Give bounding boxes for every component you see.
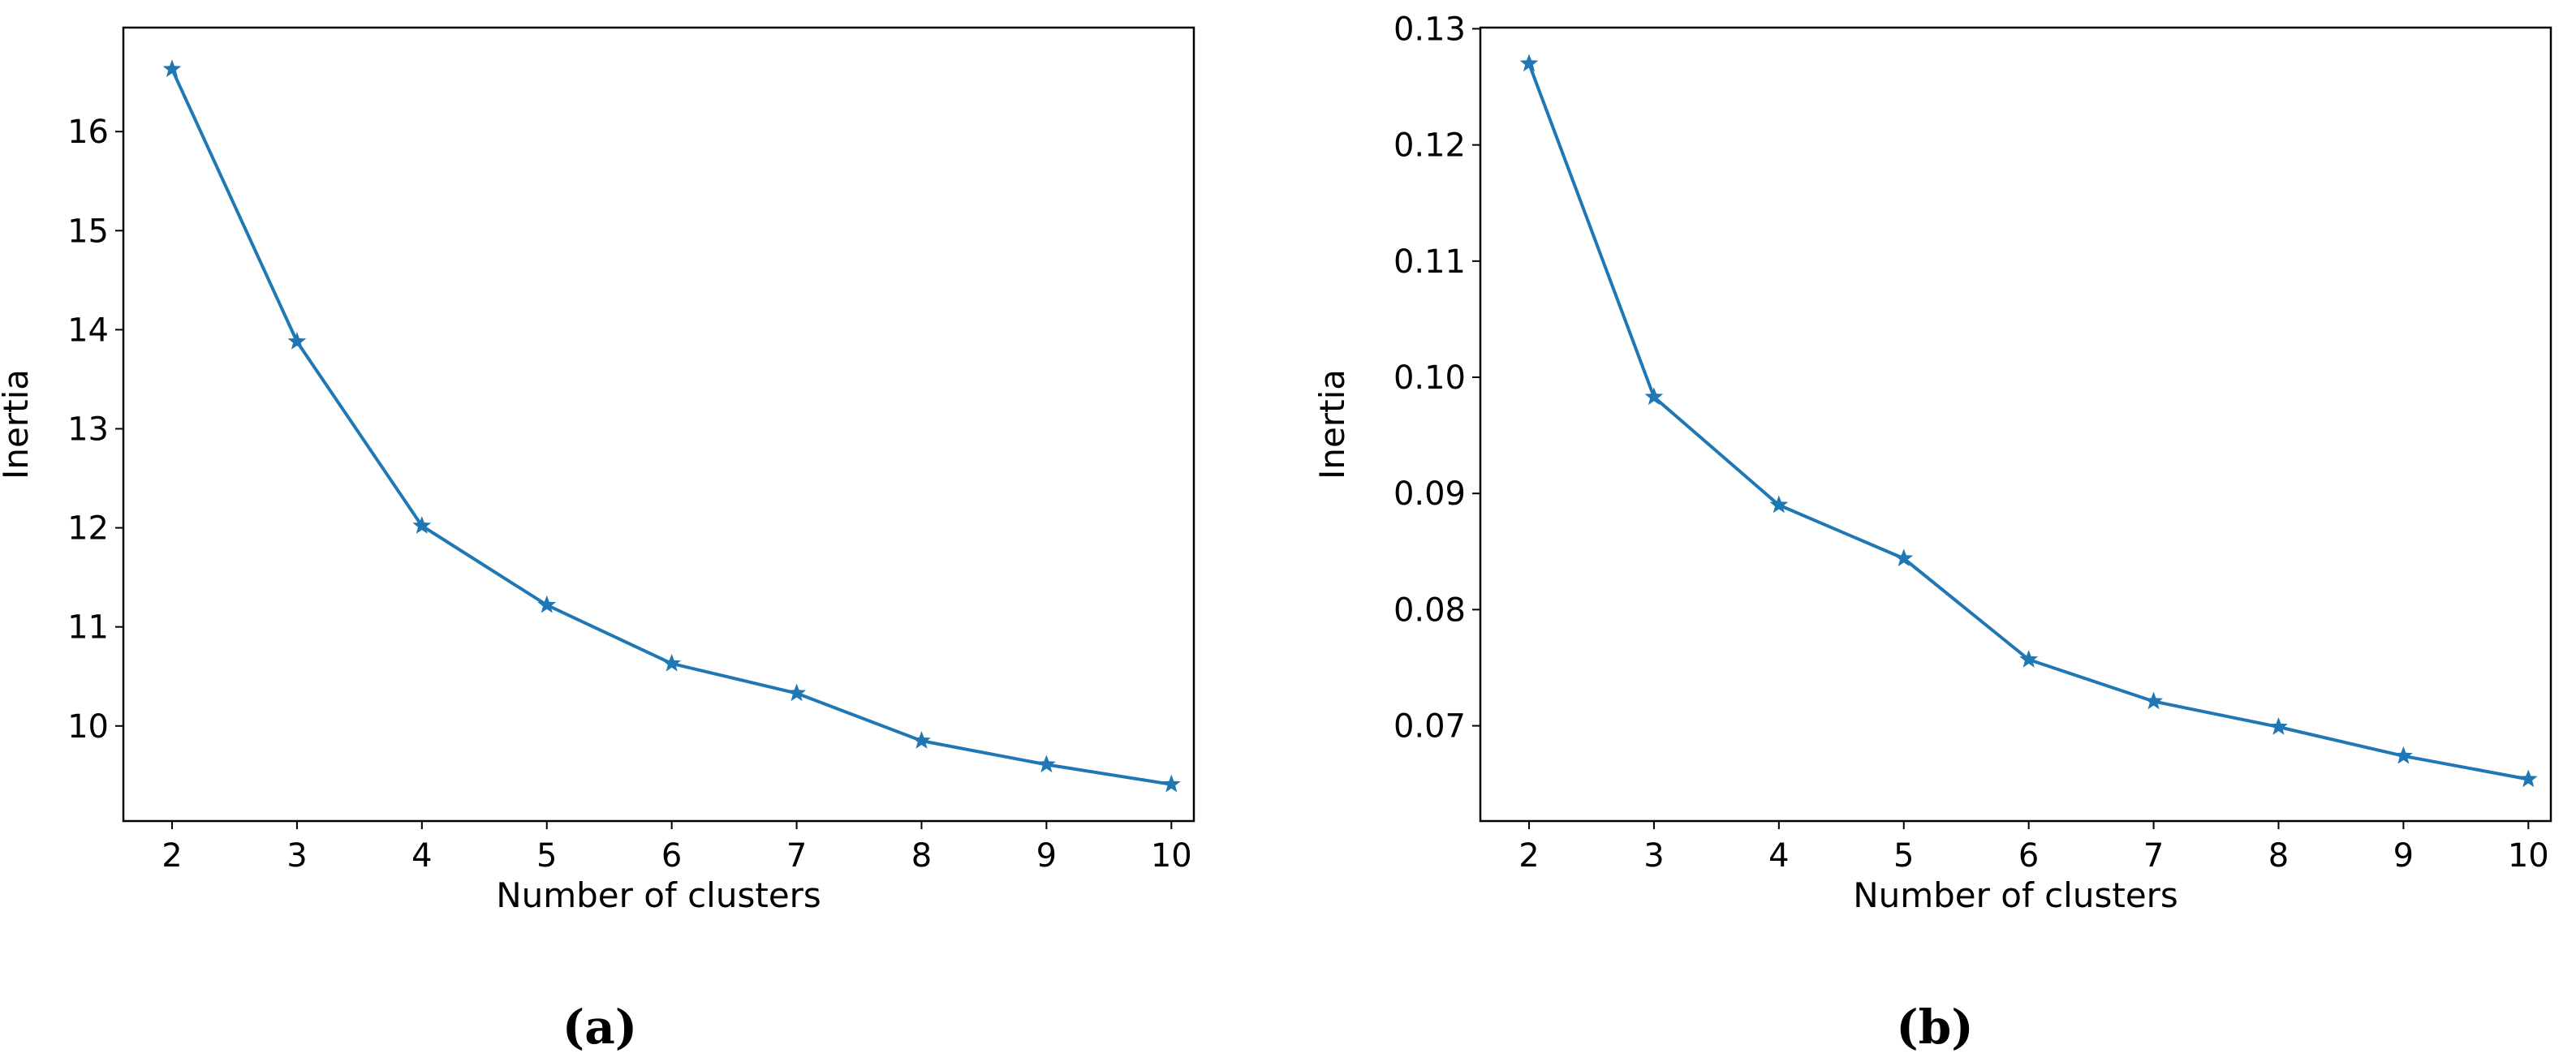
data-point-star (287, 332, 307, 350)
y-tick-label: 0.11 (1394, 243, 1466, 281)
data-point-star (537, 595, 557, 613)
x-tick-label: 6 (661, 837, 682, 875)
x-tick-label: 4 (1768, 837, 1789, 875)
data-point-star (1037, 755, 1056, 773)
plot-frame (1479, 26, 2552, 823)
x-tick-label: 5 (1893, 837, 1914, 875)
data-point-star (162, 59, 182, 77)
series-line (170, 68, 1172, 786)
y-tick-label: 14 (67, 312, 109, 349)
y-tick-label: 0.08 (1394, 591, 1466, 629)
data-point-star (2518, 769, 2538, 788)
x-tick-label: 10 (1151, 837, 1192, 875)
x-tick-label: 8 (2268, 837, 2289, 875)
y-tick-label: 16 (67, 114, 109, 151)
y-tick-label: 10 (67, 708, 109, 746)
data-point-star (2269, 717, 2288, 735)
data-point-star (662, 653, 682, 672)
data-point-star (912, 731, 931, 749)
x-tick-label: 9 (1036, 837, 1057, 875)
data-point-star (412, 516, 432, 534)
x-tick-label: 10 (2508, 837, 2549, 875)
y-axis-label: Inertia (0, 369, 36, 479)
data-point-star (1894, 548, 1914, 567)
data-point-star (1519, 54, 1539, 72)
data-point-star (2019, 650, 2039, 668)
subfigure-caption: (a) (562, 1000, 637, 1055)
x-tick-label: 9 (2393, 837, 2414, 875)
x-tick-label: 7 (2143, 837, 2164, 875)
x-axis-label: Number of clusters (496, 875, 821, 915)
y-tick-label: 0.09 (1394, 475, 1466, 513)
data-point-star (1161, 774, 1181, 793)
y-axis-label: Inertia (1312, 369, 1352, 479)
chart-b: 2 3 4 5 6 7 8 9 10 0.07 0.08 0.09 0.10 0.11 0.12 0.13 Nu… (1312, 11, 2552, 1055)
y-tick-label: 0.07 (1394, 708, 1466, 746)
data-point-star (2394, 746, 2413, 764)
y-tick-label: 0.12 (1394, 127, 1466, 165)
y-tick-label: 12 (67, 510, 109, 548)
subfigure-caption: (b) (1896, 1000, 1973, 1055)
y-tick-label: 13 (67, 411, 109, 448)
x-tick-label: 4 (411, 837, 432, 875)
series-line (1527, 62, 2529, 781)
data-point-star (1644, 387, 1664, 406)
x-axis-label: Number of clusters (1853, 875, 2178, 915)
x-tick-label: 6 (2018, 837, 2039, 875)
plot-frame (122, 26, 1195, 823)
x-tick-label: 2 (162, 837, 182, 875)
x-tick-label: 8 (911, 837, 932, 875)
x-tick-label: 3 (286, 837, 307, 875)
x-tick-label: 5 (536, 837, 557, 875)
x-tick-label: 2 (1518, 837, 1539, 875)
data-point-star (2144, 691, 2163, 710)
x-tick-label: 7 (786, 837, 807, 875)
y-tick-label: 0.13 (1394, 11, 1466, 48)
chart-a: 2 3 4 5 6 7 8 9 10 10 11 12 13 14 15 16 Number of cluste… (0, 26, 1195, 1055)
y-tick-label: 15 (67, 213, 109, 250)
y-tick-label: 0.10 (1394, 359, 1466, 397)
y-tick-label: 11 (67, 609, 109, 647)
data-point-star (1769, 495, 1789, 514)
data-point-star (787, 683, 806, 702)
x-tick-label: 3 (1643, 837, 1664, 875)
